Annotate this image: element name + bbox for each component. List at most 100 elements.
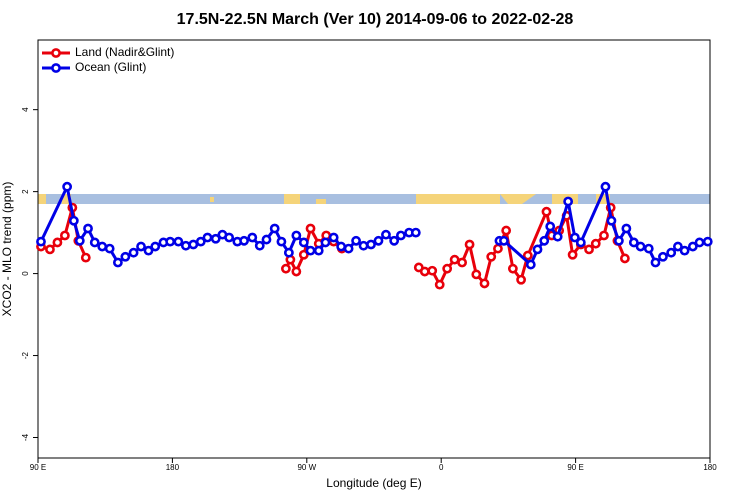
data-point — [449, 254, 460, 265]
legend-label: Land (Nadir&Glint) — [75, 45, 174, 59]
data-point — [567, 249, 578, 260]
data-point — [614, 235, 624, 246]
x-tick-label: 180 — [703, 463, 717, 472]
data-point — [89, 237, 100, 248]
data-point — [120, 251, 131, 262]
data-point — [427, 265, 438, 276]
data-point — [434, 279, 445, 290]
data-point — [486, 251, 497, 262]
data-point — [239, 235, 249, 246]
chart-title: 17.5N-22.5N March (Ver 10) 2014-09-06 to… — [177, 11, 574, 28]
data-point — [59, 230, 70, 241]
legend-marker — [51, 48, 61, 58]
data-point — [666, 247, 677, 258]
data-point — [590, 238, 601, 249]
data-point — [36, 236, 46, 247]
data-point — [45, 244, 55, 255]
data-point — [366, 239, 376, 250]
data-point — [104, 243, 115, 254]
y-tick-label: 4 — [21, 107, 30, 112]
data-point — [195, 236, 206, 247]
data-point — [68, 215, 79, 226]
data-point — [128, 247, 139, 258]
data-point — [254, 240, 265, 251]
data-point — [269, 223, 280, 234]
data-point — [493, 243, 503, 254]
data-point — [628, 237, 639, 248]
data-point — [457, 257, 468, 268]
data-point — [305, 223, 316, 234]
data-point — [298, 249, 309, 260]
data-point — [552, 231, 563, 242]
data-point — [336, 241, 347, 252]
data-point — [499, 235, 509, 246]
data-point — [600, 181, 611, 192]
data-point — [305, 245, 316, 256]
data-point — [283, 247, 294, 258]
data-point — [516, 274, 526, 285]
x-axis-label: Longitude (deg E) — [326, 476, 421, 490]
data-point — [247, 232, 258, 243]
data-point — [143, 245, 154, 256]
data-point — [150, 241, 161, 252]
legend-label: Ocean (Glint) — [75, 60, 146, 74]
x-tick-label: 0 — [439, 463, 444, 472]
data-point — [276, 236, 287, 247]
data-point — [261, 234, 272, 245]
data-point — [291, 230, 302, 241]
data-point — [575, 237, 586, 248]
x-tick-label: 90 W — [297, 463, 316, 472]
x-tick-label: 90 E — [567, 463, 583, 472]
data-point — [188, 239, 199, 250]
data-point — [532, 244, 543, 255]
data-point — [507, 263, 518, 274]
data-point — [389, 235, 400, 246]
data-point — [173, 236, 184, 247]
data-point — [419, 266, 430, 277]
data-point — [328, 232, 339, 243]
data-point — [373, 235, 384, 246]
y-tick-label: 0 — [21, 271, 30, 276]
data-point — [97, 241, 108, 252]
data-point — [563, 196, 574, 207]
data-point — [358, 240, 369, 251]
data-point — [650, 257, 661, 268]
data-point — [679, 245, 690, 256]
data-point — [471, 269, 482, 280]
data-point — [74, 235, 85, 246]
data-point — [202, 232, 213, 243]
data-point — [658, 251, 668, 262]
data-point — [180, 240, 191, 251]
data-point — [694, 237, 705, 248]
data-point — [501, 225, 512, 236]
y-tick-label: -2 — [21, 351, 30, 359]
data-point — [320, 237, 331, 248]
data-point — [313, 245, 324, 256]
data-point — [479, 278, 490, 289]
y-tick-label: 2 — [21, 189, 30, 194]
data-point — [165, 236, 176, 247]
data-point — [539, 235, 550, 246]
y-axis-label: XCO2 - MLO trend (ppm) — [0, 182, 14, 317]
data-point — [298, 237, 309, 248]
data-point — [52, 237, 63, 248]
data-point — [672, 241, 683, 252]
data-point — [381, 229, 391, 240]
data-point — [210, 233, 221, 244]
legend-marker — [51, 63, 61, 73]
data-point — [280, 263, 291, 274]
data-point — [606, 215, 617, 226]
data-point — [522, 250, 533, 261]
data-point — [643, 243, 654, 254]
x-tick-label: 180 — [166, 463, 180, 472]
data-point — [442, 263, 453, 274]
data-point — [62, 181, 73, 192]
data-point — [545, 221, 556, 232]
data-point — [621, 223, 632, 234]
data-point — [136, 241, 146, 252]
data-point — [702, 236, 713, 247]
data-point — [635, 241, 646, 252]
x-tick-label: 90 E — [30, 463, 46, 472]
data-point — [83, 223, 93, 234]
